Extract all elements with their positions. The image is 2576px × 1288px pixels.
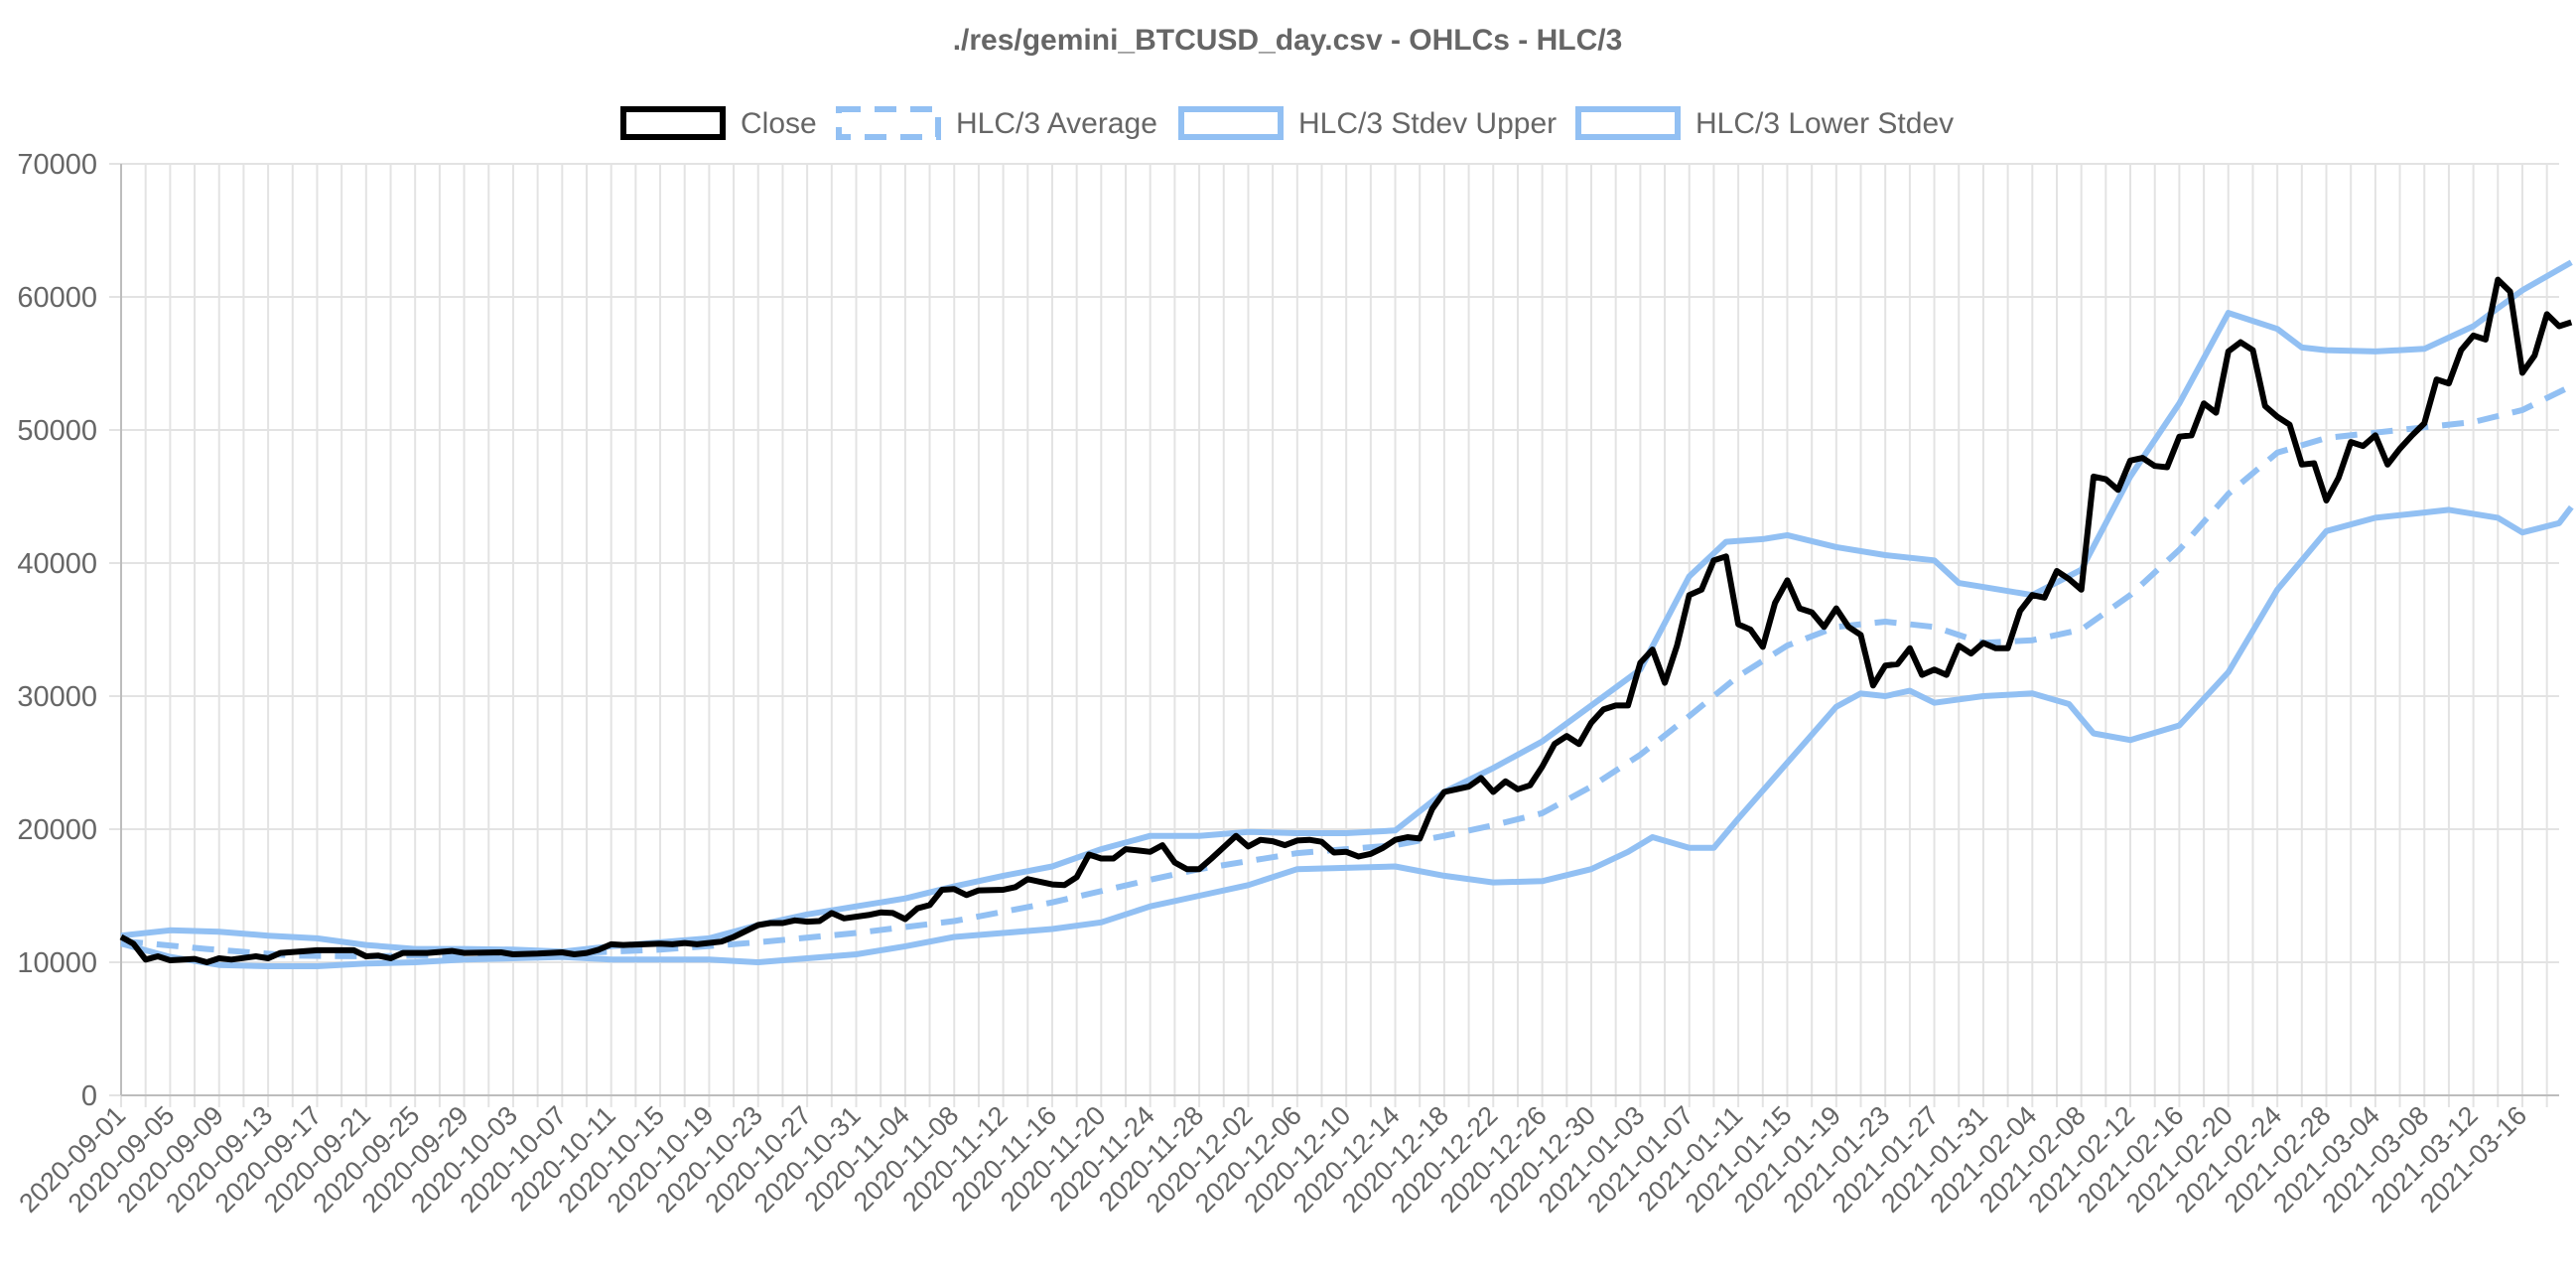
legend-label: HLC/3 Average [956,107,1157,140]
legend-item-close[interactable]: Close [620,106,817,140]
legend: Close HLC/3 Average HLC/3 Stdev Upper HLC/3… [620,106,1954,140]
series-line-hlc-3-average [120,383,2573,959]
legend-swatch [836,106,941,140]
y-tick-label: 10000 [17,947,97,979]
y-tick-label: 40000 [17,548,97,580]
legend-label: Close [741,107,817,140]
series-lines [119,259,2574,969]
y-tick-label: 50000 [17,415,97,447]
legend-label: HLC/3 Lower Stdev [1695,107,1954,140]
legend-swatch [620,106,726,140]
legend-item-hlc-3-average[interactable]: HLC/3 Average [836,106,1157,140]
y-tick-label: 20000 [17,814,97,846]
legend-swatch [1575,106,1681,140]
chart-title: ./res/gemini_BTCUSD_day.csv - OHLCs - HL… [953,24,1623,57]
y-tick-label: 0 [81,1080,97,1112]
legend-label: HLC/3 Stdev Upper [1298,107,1557,140]
y-tick-label: 60000 [17,282,97,314]
y-tick-label: 30000 [17,681,97,713]
legend-swatch [1178,106,1284,140]
grid [109,163,2559,1107]
legend-item-hlc-3-stdev-upper[interactable]: HLC/3 Stdev Upper [1178,106,1557,140]
y-tick-label: 70000 [17,149,97,181]
series-line-hlc-3-lower-stdev [120,504,2574,969]
series-line-close [119,276,2573,965]
axes: 0100002000030000400005000060000700002020… [13,149,2559,1218]
legend-item-hlc-3-lower-stdev[interactable]: HLC/3 Lower Stdev [1575,106,1954,140]
